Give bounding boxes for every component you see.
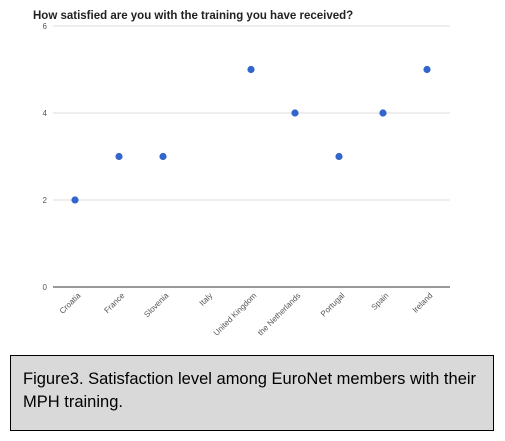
data-point: [71, 196, 79, 204]
x-tick-label: Ireland: [411, 291, 435, 315]
data-point: [335, 152, 343, 161]
data-point: [291, 109, 299, 117]
data-point: [247, 65, 255, 74]
scatter-chart: How satisfied are you with the training …: [33, 10, 450, 338]
y-axis-ticks: 0 2 4 6: [43, 22, 48, 292]
figure-caption: Figure3. Satisfaction level among EuroNe…: [10, 355, 494, 431]
y-tick-label: 0: [43, 283, 48, 292]
grid-lines: [53, 25, 450, 288]
data-point: [379, 109, 387, 117]
x-tick-label: Slovenia: [142, 291, 170, 319]
data-points: [71, 65, 431, 204]
data-point: [423, 65, 431, 74]
x-tick-label: Croatia: [58, 291, 83, 316]
x-tick-label: the Netherlands: [256, 291, 302, 337]
y-tick-label: 6: [43, 22, 48, 31]
x-tick-label: United Kingdom: [212, 291, 259, 338]
x-tick-label: France: [102, 291, 126, 315]
x-tick-label: Portugal: [319, 291, 347, 319]
chart-title: How satisfied are you with the training …: [33, 10, 353, 22]
y-tick-label: 2: [43, 196, 48, 205]
data-point: [115, 152, 123, 161]
data-point: [159, 152, 167, 161]
x-tick-label: Spain: [370, 291, 391, 312]
y-tick-label: 4: [43, 109, 48, 118]
x-tick-label: Italy: [198, 291, 215, 308]
